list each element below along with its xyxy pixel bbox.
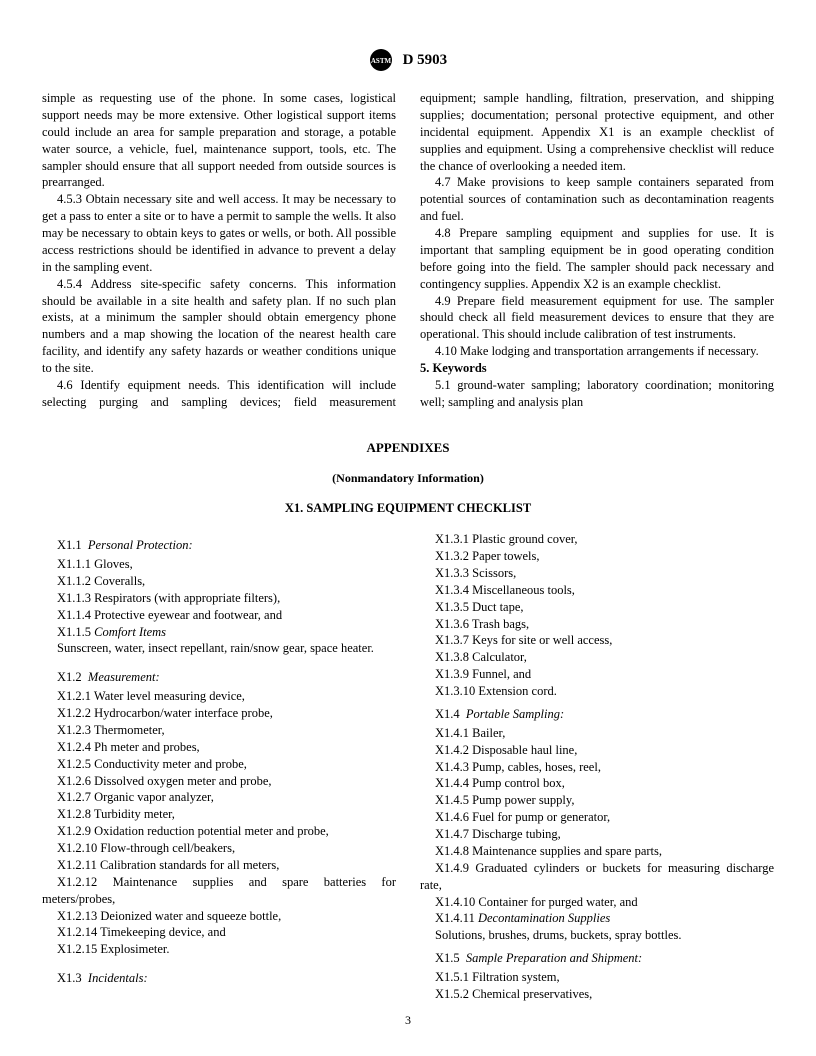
appendix-title: APPENDIXES [42,439,774,457]
checklist-item: X1.4.5 Pump power supply, [420,792,774,809]
checklist-item: X1.4.6 Fuel for pump or generator, [420,809,774,826]
group-number: X1.5 [435,951,460,965]
checklist-item: X1.2.5 Conductivity meter and probe, [42,756,396,773]
group-head-portable-sampling: X1.4 Portable Sampling: [420,706,774,723]
checklist-item: X1.2.9 Oxidation reduction potential met… [42,823,396,840]
group-title: Incidentals: [88,971,148,985]
checklist-item: X1.4.9 Graduated cylinders or buckets fo… [420,860,774,894]
paragraph: 4.10 Make lodging and transportation arr… [420,343,774,360]
checklist-item: X1.2.2 Hydrocarbon/water interface probe… [42,705,396,722]
checklist-item: X1.2.11 Calibration standards for all me… [42,857,396,874]
item-subtitle: Decontamination Supplies [478,911,610,925]
checklist-item: X1.4.2 Disposable haul line, [420,742,774,759]
paragraph: 5.1 ground-water sampling; laboratory co… [420,377,774,411]
checklist-flow-text: Solutions, brushes, drums, buckets, spra… [420,927,774,944]
astm-logo: ASTM [369,48,393,72]
checklist-item: X1.3.3 Scissors, [420,565,774,582]
checklist-item: X1.3.2 Paper towels, [420,548,774,565]
checklist-item: X1.3.7 Keys for site or well access, [420,632,774,649]
svg-text:ASTM: ASTM [371,57,392,65]
checklist-item: X1.2.13 Deionized water and squeeze bott… [42,908,396,925]
checklist-item: X1.2.15 Explosimeter. [42,941,396,958]
checklist-item: X1.2.3 Thermometer, [42,722,396,739]
paragraph: 4.5.3 Obtain necessary site and well acc… [42,191,396,275]
section-title-keywords: 5. Keywords [420,360,774,377]
item-subtitle: Comfort Items [94,625,166,639]
group-title: Personal Protection: [88,538,193,552]
checklist-item: X1.2.8 Turbidity meter, [42,806,396,823]
checklist-item-decon: X1.4.11 Decontamination Supplies [420,910,774,927]
checklist-item: X1.3.8 Calculator, [420,649,774,666]
checklist-item: X1.2.12 Maintenance supplies and spare b… [42,874,396,908]
checklist-item: X1.4.1 Bailer, [420,725,774,742]
body-text: simple as requesting use of the phone. I… [42,90,774,411]
checklist-item: X1.3.5 Duct tape, [420,599,774,616]
page-number: 3 [0,1012,816,1028]
checklist-item: X1.5.2 Chemical preservatives, [420,986,774,1003]
checklist-item: X1.2.10 Flow-through cell/beakers, [42,840,396,857]
checklist-item: X1.4.8 Maintenance supplies and spare pa… [420,843,774,860]
group-number: X1.4 [435,707,460,721]
checklist-item: X1.2.14 Timekeeping device, and [42,924,396,941]
checklist-item: X1.4.10 Container for purged water, and [420,894,774,911]
checklist-item: X1.2.1 Water level measuring device, [42,688,396,705]
checklist-item: X1.2.6 Dissolved oxygen meter and probe, [42,773,396,790]
checklist-item: X1.4.4 Pump control box, [420,775,774,792]
checklist-item: X1.4.7 Discharge tubing, [420,826,774,843]
group-title: Sample Preparation and Shipment: [466,951,642,965]
group-head-measurement: X1.2 Measurement: [42,669,396,686]
paragraph: 4.8 Prepare sampling equipment and suppl… [420,225,774,293]
checklist-item: X1.3.9 Funnel, and [420,666,774,683]
item-number: X1.1.5 [57,625,91,639]
checklist-item: X1.3.10 Extension cord. [420,683,774,700]
group-head-incidentals: X1.3 Incidentals: [42,970,396,987]
group-title: Measurement: [88,670,160,684]
paragraph: 4.7 Make provisions to keep sample conta… [420,174,774,225]
checklist-item-comfort: X1.1.5 Comfort Items [42,624,396,641]
checklist-item: X1.3.1 Plastic ground cover, [420,531,774,548]
checklist-item: X1.4.3 Pump, cables, hoses, reel, [420,759,774,776]
checklist-item: X1.2.7 Organic vapor analyzer, [42,789,396,806]
checklist: X1.1 Personal Protection: X1.1.1 Gloves,… [42,531,774,1003]
group-number: X1.2 [57,670,82,684]
checklist-item: X1.1.2 Coveralls, [42,573,396,590]
page-header: ASTM D 5903 [42,48,774,72]
group-number: X1.3 [57,971,82,985]
appendix-subtitle: (Nonmandatory Information) [42,470,774,486]
checklist-flow-text: Sunscreen, water, insect repellant, rain… [42,640,396,657]
item-number: X1.4.11 [435,911,475,925]
appendix-x1-title: X1. SAMPLING EQUIPMENT CHECKLIST [42,500,774,517]
checklist-item: X1.5.1 Filtration system, [420,969,774,986]
group-number: X1.1 [57,538,82,552]
group-head-personal-protection: X1.1 Personal Protection: [42,537,396,554]
group-head-sample-preparation: X1.5 Sample Preparation and Shipment: [420,950,774,967]
checklist-item: X1.2.4 Ph meter and probes, [42,739,396,756]
document-id: D 5903 [403,52,448,68]
paragraph: 4.5.4 Address site-specific safety conce… [42,276,396,377]
checklist-item: X1.1.3 Respirators (with appropriate fil… [42,590,396,607]
checklist-item: X1.3.4 Miscellaneous tools, [420,582,774,599]
checklist-item: X1.1.4 Protective eyewear and footwear, … [42,607,396,624]
checklist-item: X1.3.6 Trash bags, [420,616,774,633]
checklist-item: X1.1.1 Gloves, [42,556,396,573]
paragraph: 4.9 Prepare field measurement equipment … [420,293,774,344]
paragraph: simple as requesting use of the phone. I… [42,90,396,191]
group-title: Portable Sampling: [466,707,564,721]
